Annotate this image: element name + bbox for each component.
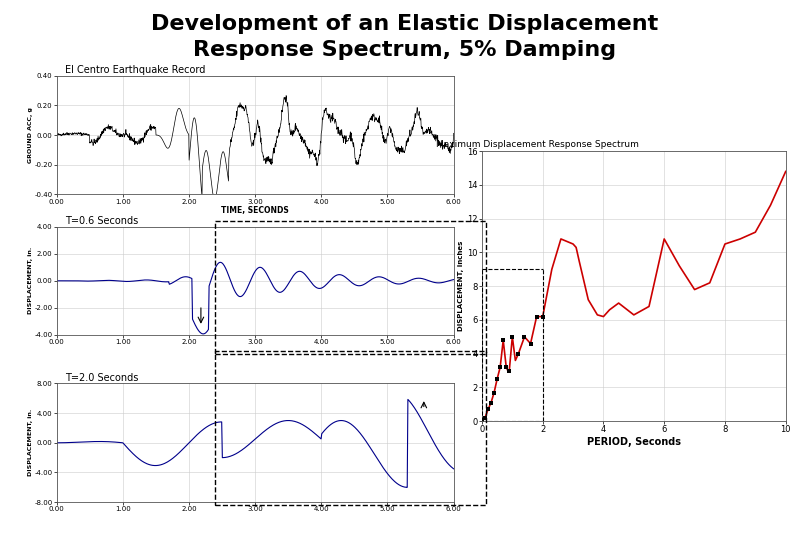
Text: El Centro Earthquake Record: El Centro Earthquake Record (65, 65, 205, 75)
Text: Response Spectrum, 5% Damping: Response Spectrum, 5% Damping (194, 40, 616, 60)
Text: Maximum Displacement Response Spectrum: Maximum Displacement Response Spectrum (437, 140, 639, 149)
X-axis label: TIME, SECONDS: TIME, SECONDS (221, 206, 289, 215)
Text: T=0.6 Seconds: T=0.6 Seconds (65, 216, 138, 226)
Y-axis label: DISPLACEMENT, inches: DISPLACEMENT, inches (458, 241, 464, 332)
Y-axis label: GROUND ACC, g: GROUND ACC, g (28, 107, 33, 163)
Text: T=2.0 Seconds: T=2.0 Seconds (65, 373, 138, 383)
Y-axis label: DISPLACEMENT, in.: DISPLACEMENT, in. (28, 409, 33, 476)
X-axis label: PERIOD, Seconds: PERIOD, Seconds (586, 437, 681, 447)
Y-axis label: DISPLACEMENT, in.: DISPLACEMENT, in. (28, 247, 33, 314)
Text: Development of an Elastic Displacement: Development of an Elastic Displacement (151, 14, 659, 33)
